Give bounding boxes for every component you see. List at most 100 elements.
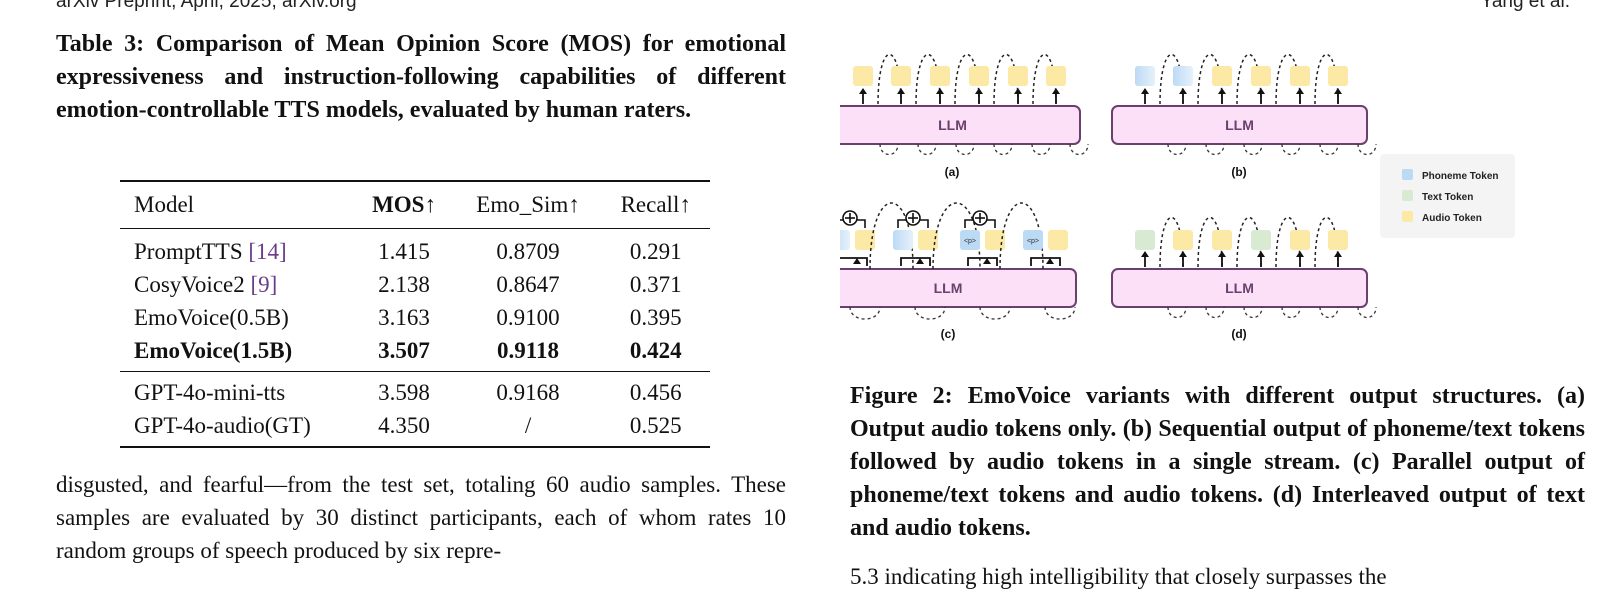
feedback-arc [1319, 306, 1339, 319]
text-token [1135, 230, 1155, 250]
model-name: PromptTTS [134, 238, 243, 264]
panel-label-b: (b) [1231, 165, 1246, 179]
arrowhead [1052, 88, 1060, 94]
table-row: GPT-4o-mini-tts 3.598 0.9168 0.456 [120, 372, 710, 410]
feedback-arc [1243, 306, 1263, 319]
audio-token [1048, 230, 1068, 250]
panel-label-d: (d) [1231, 327, 1246, 341]
feedback-arc [1319, 143, 1339, 156]
arrowhead [1218, 251, 1226, 257]
column-header-mos: MOS↑ [372, 192, 436, 217]
recall-cell: 0.395 [629, 304, 682, 330]
feedback-arc [1044, 306, 1076, 320]
column-header-recall: Recall↑ [620, 192, 691, 217]
phoneme-token [893, 230, 913, 250]
audio-token [891, 66, 911, 86]
llm-box [1111, 268, 1368, 308]
llm-label: LLM [938, 117, 967, 133]
feedback-arc [1031, 143, 1051, 156]
audio-token [930, 66, 950, 86]
audio-token [969, 66, 989, 86]
feedback-arc [1205, 306, 1225, 319]
panel-label-c: (c) [941, 327, 956, 341]
arrowhead [1296, 251, 1304, 257]
table-row: GPT-4o-audio(GT) 4.350 / 0.525 [120, 409, 710, 447]
emo-sim-cell: 0.9168 [496, 379, 560, 405]
feedback-arc [914, 306, 946, 320]
feedback-arc [1281, 306, 1301, 319]
body-paragraph-left: disgusted, and fearful—from the test set… [56, 472, 786, 563]
citation-link[interactable]: [14] [248, 238, 287, 264]
recall-cell: 0.456 [629, 379, 682, 405]
audio-token [1173, 230, 1193, 250]
citation-link[interactable]: [9] [250, 271, 278, 297]
phoneme-token [1173, 66, 1193, 86]
recall-cell: 0.371 [629, 271, 682, 297]
feedback-arc [993, 143, 1013, 156]
table-row: PromptTTS [14] 1.415 0.8709 0.291 [120, 229, 710, 269]
arrowhead [1257, 88, 1265, 94]
feedback-arc [1357, 143, 1377, 156]
emo-sim-cell: 0.9100 [496, 304, 560, 330]
mos-cell: 2.138 [378, 271, 430, 297]
model-cell: GPT-4o-mini-tts [134, 379, 286, 405]
legend-label: Phoneme Token [1422, 171, 1499, 182]
model-name: CosyVoice2 [134, 271, 245, 297]
running-header-left: arXiv Preprint, April, 2025, arXiv.org [56, 0, 357, 12]
llm-label: LLM [1225, 280, 1254, 296]
text-token [1251, 230, 1271, 250]
legend-box [1380, 154, 1515, 238]
merge-bracket [840, 257, 868, 266]
table-body-group-1: PromptTTS [14] 1.415 0.8709 0.291 CosyVo… [120, 229, 710, 372]
merge-bracket [967, 257, 998, 266]
feedback-arc [979, 306, 1011, 320]
legend-swatch [1402, 169, 1413, 180]
arrowhead [1257, 251, 1265, 257]
arrowhead [859, 88, 867, 94]
model-cell: EmoVoice(1.5B) [134, 337, 293, 363]
architecture-figure: LLM (a) LLM (b) LLM <p> <p> (c) LLM (d) Phoneme To… [840, 54, 1515, 341]
mos-cell: 3.598 [378, 379, 430, 405]
arrowhead [1334, 251, 1342, 257]
column-header-emo-sim: Emo_Sim↑ [476, 192, 580, 217]
arrowhead [1046, 258, 1054, 264]
feedback-arc [1167, 143, 1187, 156]
emo-sim-cell: 0.8709 [496, 238, 560, 264]
llm-box [840, 105, 1081, 145]
panel-label-a: (a) [945, 165, 960, 179]
arrowhead [1296, 88, 1304, 94]
figure-caption: Figure 2: EmoVoice variants with differe… [850, 383, 1585, 541]
arrowhead [936, 88, 944, 94]
merge-bracket [900, 257, 931, 266]
audio-token [1290, 66, 1310, 86]
recall-cell: 0.291 [629, 238, 682, 264]
audio-token [855, 230, 875, 250]
emo-sim-cell: / [524, 412, 532, 438]
audio-token [1328, 66, 1348, 86]
legend-label: Audio Token [1422, 213, 1482, 224]
arrowhead [1334, 88, 1342, 94]
p-token-label: <p> [1027, 238, 1039, 245]
arrowhead [983, 258, 991, 264]
p-token-label: <p> [964, 238, 976, 245]
recall-cell: 0.424 [629, 337, 682, 363]
arrowhead [897, 88, 905, 94]
emo-sim-cell: 0.9118 [497, 337, 560, 363]
arrowhead [1179, 88, 1187, 94]
feedback-arc [917, 143, 937, 156]
model-cell: GPT-4o-audio(GT) [134, 412, 311, 438]
running-header-right: Yang et al. [1480, 0, 1570, 12]
table-body-group-2: GPT-4o-mini-tts 3.598 0.9168 0.456 GPT-4… [120, 371, 710, 447]
audio-token [1328, 230, 1348, 250]
table-header-row: Model MOS↑ Emo_Sim↑ Recall↑ [120, 181, 710, 229]
phoneme-token [960, 230, 980, 250]
audio-token [1212, 230, 1232, 250]
feedback-arc [1281, 143, 1301, 156]
legend-label: Text Token [1422, 192, 1473, 203]
arrowhead [916, 258, 924, 264]
emo-sim-cell: 0.8647 [496, 271, 560, 297]
feedback-arc [1167, 306, 1187, 319]
phoneme-token [840, 230, 850, 250]
llm-box [1111, 105, 1368, 145]
llm-box [840, 268, 1077, 308]
